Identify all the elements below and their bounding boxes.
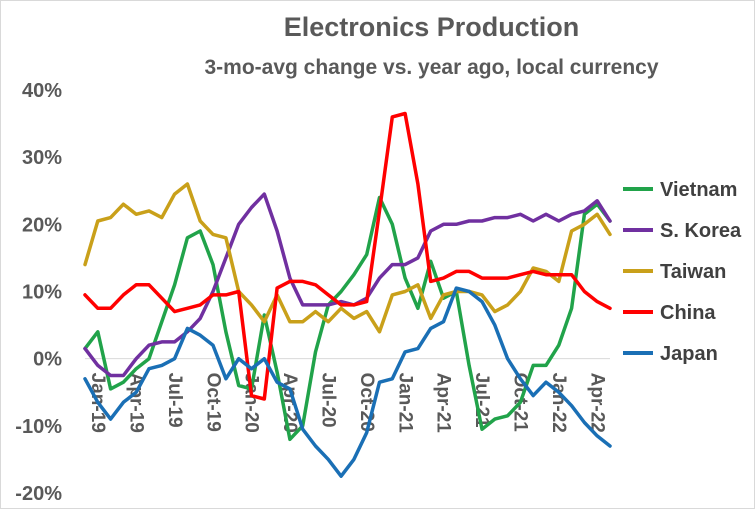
chart-title: Electronics Production <box>283 12 580 42</box>
y-tick-label: -20% <box>15 483 62 505</box>
x-tick-label: Apr-22 <box>586 373 607 433</box>
legend-label-vietnam: Vietnam <box>660 179 737 201</box>
y-tick-label: 20% <box>22 214 62 236</box>
x-tick-label: Jul-19 <box>164 373 185 428</box>
series-line-taiwan <box>83 182 612 334</box>
legend-label-china: China <box>660 302 716 324</box>
x-tick-label: Jul-21 <box>471 373 492 428</box>
y-tick-label: 30% <box>22 147 62 169</box>
y-tick-label: 0% <box>33 349 62 371</box>
x-tick-label: Oct-19 <box>202 373 223 432</box>
x-tick-label: Jan-22 <box>548 373 569 433</box>
series-layer <box>83 111 612 478</box>
x-tick-label: Apr-19 <box>125 373 146 433</box>
legend: Vietnam S. Korea Taiwan China Japan <box>623 179 742 365</box>
legend-label-taiwan: Taiwan <box>660 261 726 283</box>
legend-label-japan: Japan <box>660 343 718 365</box>
series-line-vietnam <box>83 195 612 442</box>
x-axis: Jan-19 Apr-19 Jul-19 Oct-19 Jan-20 Apr-20 Jul-… <box>85 358 610 434</box>
y-tick-label: 40% <box>22 80 62 102</box>
x-tick-label: Jan-21 <box>394 373 415 434</box>
series-line-china <box>83 111 612 401</box>
chart-subtitle: 3-mo-avg change vs. year ago, local curr… <box>204 56 659 79</box>
legend-label-s-korea: S. Korea <box>660 220 742 242</box>
series-line-japan <box>83 286 612 478</box>
y-tick-label: -10% <box>15 416 62 438</box>
x-tick-label: Apr-21 <box>433 373 454 434</box>
y-axis: 40% 30% 20% 10% 0% -10% -20% <box>15 80 62 505</box>
x-tick-label: Jul-20 <box>317 373 338 428</box>
y-tick-label: 10% <box>22 282 62 304</box>
